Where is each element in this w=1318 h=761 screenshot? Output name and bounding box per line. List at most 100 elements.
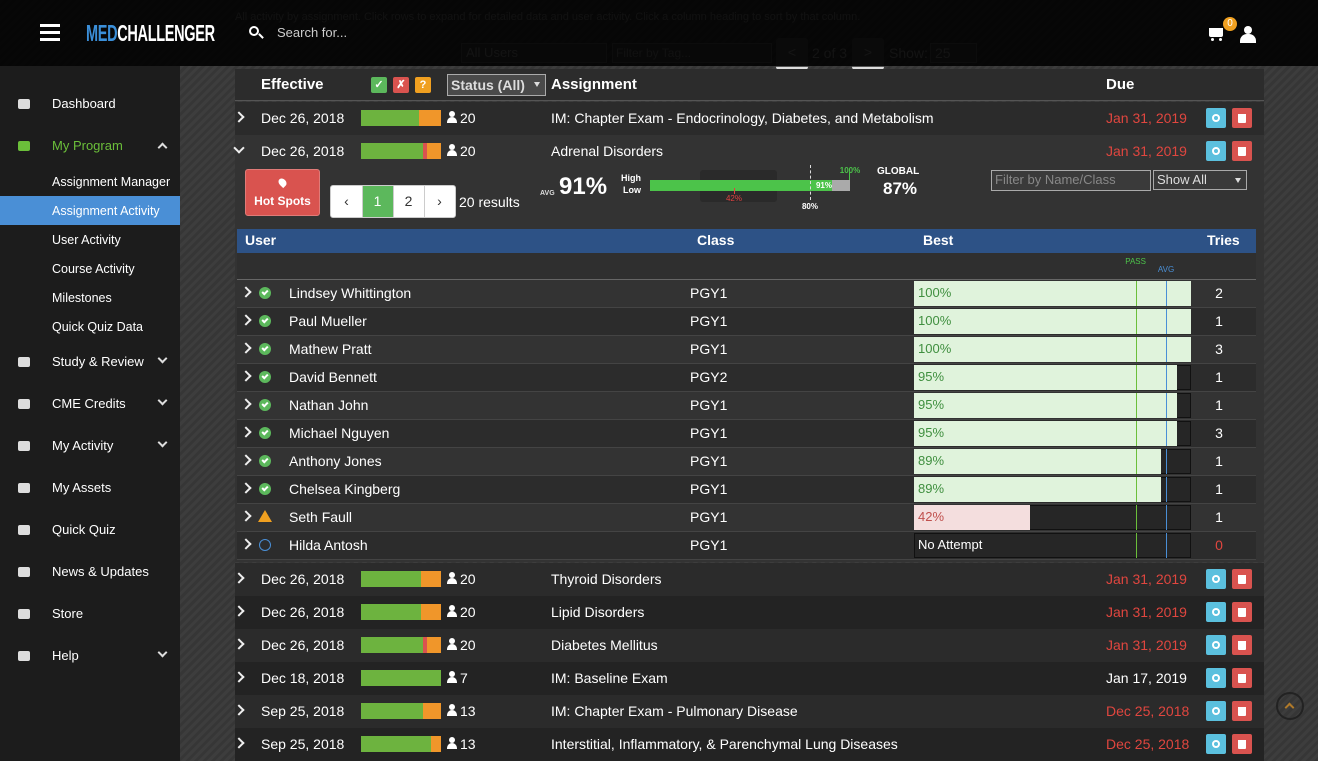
- user-count: 20: [460, 637, 476, 653]
- nav-item[interactable]: Store: [52, 606, 84, 621]
- user-body: [1240, 34, 1256, 43]
- nav-item[interactable]: Dashboard: [52, 96, 116, 111]
- nav-item[interactable]: Help: [52, 648, 79, 663]
- progress-segment: [361, 604, 421, 620]
- menu-bar[interactable]: [40, 38, 60, 41]
- page-button[interactable]: ‹: [344, 193, 349, 209]
- show-all-select[interactable]: [1153, 170, 1247, 190]
- users-body: [447, 150, 457, 156]
- assignment-name: IM: Chapter Exam - Pulmonary Disease: [551, 703, 798, 719]
- status-pass: [259, 287, 271, 299]
- results-count: 20 results: [459, 194, 520, 210]
- user-table-header[interactable]: [237, 229, 1256, 253]
- nav-item[interactable]: My Assets: [52, 480, 112, 495]
- pass-line: [1135, 337, 1137, 362]
- search-input[interactable]: Search for...: [277, 25, 348, 40]
- delete-icon: [1238, 114, 1246, 123]
- user-class: PGY1: [690, 537, 728, 553]
- summary-high-mark: [849, 172, 850, 180]
- page-divider: [393, 186, 394, 217]
- tries: 1: [1215, 369, 1223, 385]
- user-count: 20: [460, 571, 476, 587]
- hot-spots-button[interactable]: [245, 169, 320, 216]
- summary-pass-mark: [810, 165, 811, 200]
- best-track: [914, 533, 1191, 558]
- users-body: [447, 117, 457, 123]
- tries: 1: [1215, 313, 1223, 329]
- page-button[interactable]: ›: [437, 193, 442, 209]
- user-name: Anthony Jones: [289, 453, 382, 469]
- users-head: [449, 111, 455, 117]
- menu-bar[interactable]: [40, 31, 60, 34]
- nav-subitem[interactable]: Milestones: [52, 291, 112, 305]
- tries: 3: [1215, 341, 1223, 357]
- global-caption: GLOBAL: [877, 166, 920, 177]
- low-caption: Low: [623, 185, 641, 195]
- status-pass: [259, 371, 271, 383]
- status-badge[interactable]: [393, 77, 409, 93]
- nav-subitem[interactable]: User Activity: [52, 233, 121, 247]
- delete-icon: [1238, 740, 1246, 749]
- tries: 1: [1215, 481, 1223, 497]
- nav-item[interactable]: CME Credits: [52, 396, 126, 411]
- best-label: 89%: [918, 453, 945, 468]
- nav-item[interactable]: My Program: [52, 138, 123, 153]
- nav-subitem[interactable]: Quick Quiz Data: [52, 320, 144, 334]
- status-badge-text: ?: [419, 79, 427, 91]
- tries: 1: [1215, 453, 1223, 469]
- header-effective[interactable]: Effective: [261, 76, 324, 93]
- progress-segment: [422, 143, 427, 159]
- assignment-name: IM: Baseline Exam: [551, 670, 668, 686]
- menu-bar[interactable]: [40, 24, 60, 27]
- nav-subitem[interactable]: Course Activity: [52, 262, 135, 276]
- scroll-top[interactable]: [1276, 692, 1304, 720]
- status-pass: [259, 343, 271, 355]
- caret: [534, 82, 540, 87]
- summary-low-mark: [734, 188, 735, 194]
- status-pass: [259, 483, 271, 495]
- user-head[interactable]: [1244, 26, 1252, 34]
- status-pass: [259, 399, 271, 411]
- header-assignment[interactable]: Assignment: [551, 76, 637, 93]
- nav-item[interactable]: Quick Quiz: [52, 522, 116, 537]
- user-class: PGY1: [690, 285, 728, 301]
- name-filter[interactable]: [991, 170, 1151, 191]
- due-date: Jan 31, 2019: [1106, 637, 1187, 653]
- header-due[interactable]: Due: [1106, 76, 1135, 93]
- edit-icon: [1212, 608, 1220, 616]
- page-divider: [424, 186, 425, 217]
- status-badge[interactable]: [371, 77, 387, 93]
- assignment-name: IM: Chapter Exam - Endocrinology, Diabet…: [551, 110, 934, 126]
- nav-subitem[interactable]: Assignment Activity: [52, 204, 160, 218]
- pass-value: 80%: [801, 202, 818, 211]
- status-badge[interactable]: [415, 77, 431, 93]
- page-divider: [362, 186, 363, 217]
- progress-segment: [421, 604, 441, 620]
- status-select[interactable]: [447, 74, 546, 96]
- avg-label: AVG: [1157, 265, 1175, 274]
- user-name: David Bennett: [289, 369, 377, 385]
- user-class: PGY1: [690, 341, 728, 357]
- assignment-name: Adrenal Disorders: [551, 143, 664, 159]
- edit-icon: [1212, 575, 1220, 583]
- nav-subitem[interactable]: Assignment Manager: [52, 175, 171, 189]
- cart-count: 0: [1227, 18, 1233, 29]
- tries: 1: [1215, 509, 1223, 525]
- nav-item[interactable]: News & Updates: [52, 564, 149, 579]
- progress-segment: [361, 637, 423, 653]
- best-label: 95%: [918, 369, 945, 384]
- tries: 0: [1215, 537, 1223, 553]
- nav-icon: [18, 357, 30, 367]
- page-button[interactable]: 1: [373, 193, 382, 209]
- nav-item[interactable]: My Activity: [52, 438, 114, 453]
- effective-date: Dec 26, 2018: [261, 637, 345, 653]
- users-head: [449, 671, 455, 677]
- cart-icon[interactable]: [1209, 28, 1223, 37]
- best-bar: [914, 309, 1191, 334]
- best-bar: [914, 421, 1178, 446]
- nav-item[interactable]: Study & Review: [52, 354, 144, 369]
- status-badge-text: ✗: [396, 79, 406, 91]
- users-head: [449, 572, 455, 578]
- effective-date: Sep 25, 2018: [261, 703, 345, 719]
- page-button[interactable]: 2: [404, 193, 413, 209]
